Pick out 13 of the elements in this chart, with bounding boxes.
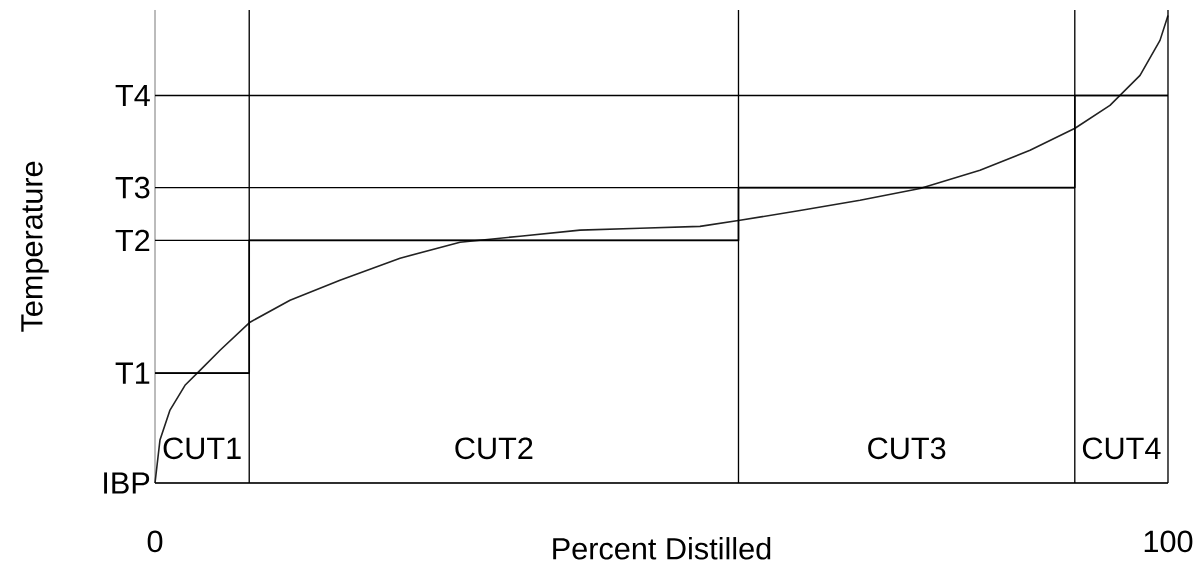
x-axis-title: Percent Distilled <box>553 537 771 560</box>
ref-line-label: T2 <box>115 229 150 252</box>
annotation: CUT4 <box>1082 437 1161 460</box>
ref-line-label: T4 <box>115 84 150 107</box>
ref-line-label: IBP <box>104 472 150 494</box>
annotation: CUT3 <box>868 437 946 460</box>
annotation: CUT2 <box>455 437 533 460</box>
x-tick-label: 0 <box>147 530 163 553</box>
y-axis-title: Temperature <box>21 161 49 332</box>
annotation: CUT1 <box>163 437 241 460</box>
ref-line-label: T3 <box>115 176 150 199</box>
ref-line-label: T1 <box>115 362 150 384</box>
x-tick-label: 100 <box>1144 530 1193 553</box>
